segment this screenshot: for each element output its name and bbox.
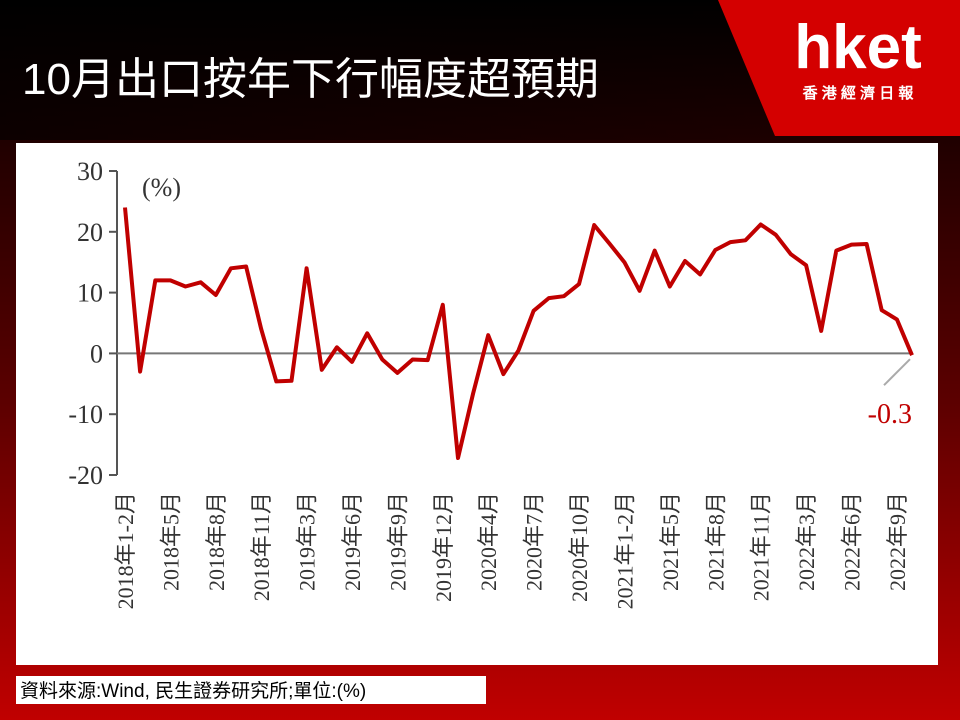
x-tick-label: 2020年10月	[567, 492, 592, 602]
y-tick-label: -20	[68, 461, 103, 490]
x-tick-label: 2021年8月	[703, 492, 728, 591]
y-tick-label: 20	[77, 218, 103, 247]
x-tick-label: 2019年9月	[385, 492, 410, 591]
y-unit: (%)	[142, 173, 181, 202]
value-label: -0.3	[868, 399, 912, 430]
x-tick-label: 2019年12月	[431, 492, 456, 602]
x-tick-label: 2018年8月	[204, 492, 229, 591]
x-tick-label: 2018年5月	[158, 492, 183, 591]
data-line	[123, 207, 914, 460]
chart-title: 10月出口按年下行幅度超預期	[22, 55, 599, 104]
y-tick-label: 10	[77, 279, 103, 308]
logo-panel	[718, 0, 960, 136]
logo: hket	[794, 13, 921, 82]
x-tick-label: 2020年4月	[476, 492, 501, 591]
x-tick-label: 2022年9月	[885, 492, 910, 591]
x-tick-label: 2021年11月	[749, 492, 774, 601]
plot-panel	[16, 143, 938, 665]
x-tick-label: 2021年5月	[658, 492, 683, 591]
y-tick-label: -10	[68, 400, 103, 429]
source: 資料來源:Wind, 民生證券研究所;單位:(%)	[20, 680, 366, 702]
x-tick-label: 2019年3月	[295, 492, 320, 591]
x-tick-label: 2021年1-2月	[612, 492, 637, 609]
source-box	[16, 676, 486, 704]
plot: -20 -10 0 10 20 30 2018年1-2月 2018年5月 2018年8月 2018…	[68, 157, 914, 609]
callout-line	[883, 358, 911, 386]
x-tick-label: 2019年6月	[340, 492, 365, 591]
x-tick-label: 2018年1-2月	[113, 492, 138, 609]
x-tick-label: 2020年7月	[522, 492, 547, 591]
logo-subtitle: 香 港 經 濟 日 報	[803, 84, 915, 102]
x-tick-label: 2022年6月	[839, 492, 864, 591]
y-tick-label: 0	[90, 339, 103, 368]
x-tick-label: 2022年3月	[794, 492, 819, 591]
y-tick-label: 30	[77, 157, 103, 186]
x-tick-label: 2018年11月	[249, 492, 274, 601]
